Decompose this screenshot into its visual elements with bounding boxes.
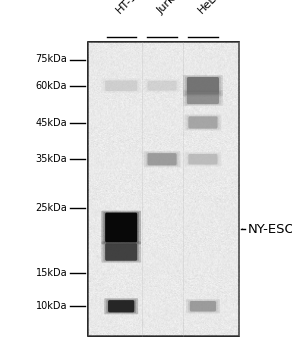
- FancyBboxPatch shape: [101, 241, 141, 262]
- FancyBboxPatch shape: [105, 243, 137, 261]
- FancyBboxPatch shape: [187, 116, 219, 129]
- Bar: [88, 42, 239, 336]
- FancyBboxPatch shape: [185, 76, 221, 95]
- FancyBboxPatch shape: [103, 80, 139, 92]
- FancyBboxPatch shape: [147, 81, 177, 91]
- FancyBboxPatch shape: [187, 77, 219, 94]
- FancyBboxPatch shape: [187, 92, 219, 104]
- Text: 45kDa: 45kDa: [36, 118, 67, 127]
- FancyBboxPatch shape: [105, 80, 137, 91]
- Text: 10kDa: 10kDa: [36, 301, 67, 311]
- FancyBboxPatch shape: [101, 211, 141, 244]
- Text: 25kDa: 25kDa: [35, 203, 67, 213]
- FancyBboxPatch shape: [146, 80, 178, 91]
- FancyBboxPatch shape: [186, 299, 220, 314]
- FancyBboxPatch shape: [103, 212, 139, 243]
- Text: 15kDa: 15kDa: [36, 268, 67, 278]
- FancyBboxPatch shape: [187, 153, 219, 165]
- FancyBboxPatch shape: [104, 298, 138, 314]
- FancyBboxPatch shape: [105, 212, 137, 242]
- FancyBboxPatch shape: [144, 151, 180, 167]
- FancyBboxPatch shape: [183, 75, 223, 96]
- FancyBboxPatch shape: [101, 78, 141, 93]
- Text: NY-ESO-1: NY-ESO-1: [248, 223, 292, 236]
- FancyBboxPatch shape: [188, 300, 218, 312]
- FancyBboxPatch shape: [103, 243, 139, 261]
- FancyBboxPatch shape: [188, 154, 218, 164]
- FancyBboxPatch shape: [183, 90, 223, 106]
- FancyBboxPatch shape: [144, 79, 180, 92]
- FancyBboxPatch shape: [108, 300, 134, 312]
- Text: HT-1080: HT-1080: [114, 0, 154, 16]
- Text: 60kDa: 60kDa: [36, 81, 67, 91]
- FancyBboxPatch shape: [185, 152, 221, 166]
- FancyBboxPatch shape: [190, 301, 216, 312]
- FancyBboxPatch shape: [147, 153, 177, 165]
- Text: 75kDa: 75kDa: [35, 55, 67, 64]
- Text: HeLa: HeLa: [196, 0, 223, 16]
- Text: Jurkat: Jurkat: [155, 0, 185, 16]
- Text: 35kDa: 35kDa: [36, 154, 67, 164]
- FancyBboxPatch shape: [185, 91, 221, 105]
- FancyBboxPatch shape: [185, 114, 221, 131]
- FancyBboxPatch shape: [188, 116, 218, 128]
- FancyBboxPatch shape: [106, 300, 136, 313]
- FancyBboxPatch shape: [146, 152, 178, 166]
